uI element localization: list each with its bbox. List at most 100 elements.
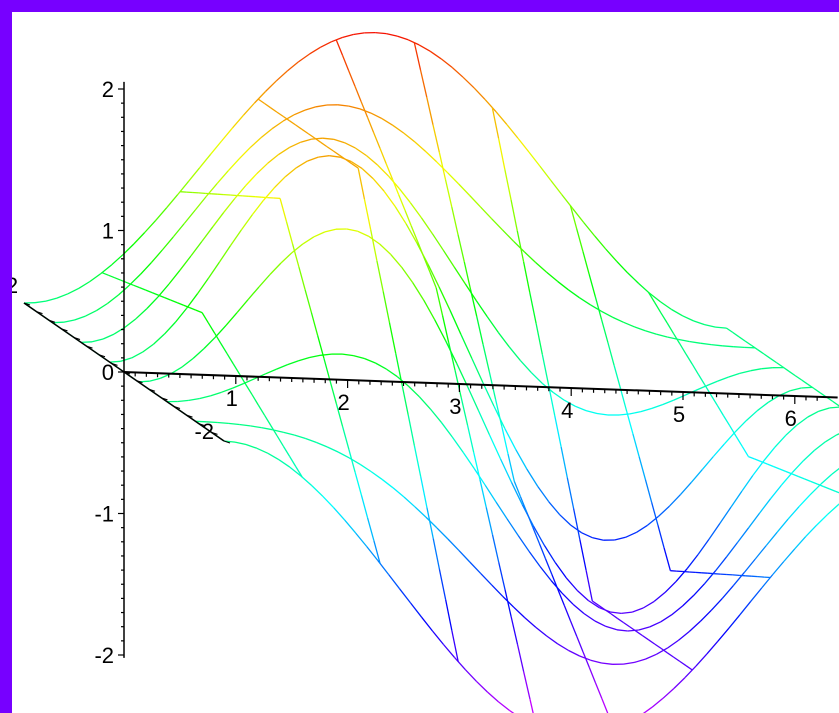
- wireframe-segment: [751, 344, 759, 351]
- wireframe-segment: [621, 611, 633, 615]
- wireframe-segment: [660, 647, 668, 654]
- wireframe-segment: [337, 104, 349, 107]
- wireframe-segment: [730, 490, 743, 508]
- wireframe-segment: [284, 167, 297, 178]
- wireframe-segment: [275, 70, 288, 82]
- wireframe-segment: [429, 408, 442, 423]
- wireframe-segment: [818, 407, 830, 412]
- wireframe-segment: [623, 622, 631, 628]
- wireframe-segment: [605, 625, 618, 631]
- wireframe-segment: [774, 434, 787, 448]
- wireframe-segment: [772, 561, 785, 575]
- wireframe-segment: [168, 269, 181, 285]
- wireframe-segment: [264, 102, 272, 109]
- wireframe-segment: [563, 399, 576, 407]
- wireframe-segment: [719, 506, 732, 524]
- wireframe-segment: [783, 548, 796, 562]
- wireframe-segment: [695, 653, 708, 667]
- wireframe-segment: [715, 556, 728, 572]
- wireframe-segment: [604, 609, 612, 615]
- wireframe-segment: [341, 54, 350, 71]
- wireframe-segment: [482, 344, 490, 372]
- wireframe-segment: [756, 401, 769, 412]
- y-minor-tick: [211, 431, 218, 435]
- wireframe-segment: [504, 169, 512, 201]
- wireframe-segment: [704, 323, 716, 328]
- wireframe-segment: [249, 137, 262, 149]
- wireframe-segment: [504, 589, 512, 618]
- wireframe-segment: [262, 187, 275, 201]
- wireframe-segment: [504, 428, 517, 450]
- wireframe-segment: [109, 360, 121, 363]
- wireframe-segment: [769, 357, 777, 364]
- y-minor-tick: [73, 336, 81, 341]
- wireframe-segment: [74, 315, 86, 321]
- wireframe-segment: [831, 467, 839, 475]
- wireframe-segment: [149, 377, 161, 382]
- wireframe-segment: [582, 651, 590, 668]
- wireframe-segment: [491, 218, 504, 231]
- wireframe-segment: [114, 277, 122, 281]
- wireframe-segment: [466, 424, 475, 453]
- wireframe-segment: [270, 107, 278, 113]
- wireframe-segment: [576, 636, 584, 653]
- wireframe-segment: [146, 296, 159, 309]
- wireframe-segment: [451, 630, 459, 662]
- wireframe-segment: [426, 507, 434, 539]
- wireframe-segment: [434, 319, 447, 342]
- wireframe-segment: [484, 484, 497, 503]
- wireframe-segment: [754, 545, 767, 560]
- wireframe-segment: [357, 167, 366, 200]
- y-minor-tick: [136, 380, 143, 384]
- wireframe-segment: [510, 482, 523, 506]
- wireframe-segment: [458, 549, 471, 563]
- wireframe-segment: [429, 272, 437, 289]
- wireframe-segment: [601, 698, 609, 713]
- wireframe-segment: [144, 219, 157, 233]
- wireframe-segment: [497, 138, 506, 170]
- wireframe-segment: [653, 591, 666, 602]
- wireframe-segment: [318, 155, 330, 158]
- wireframe-segment: [636, 524, 648, 533]
- wireframe-segment: [176, 301, 184, 306]
- wireframe-segment: [102, 333, 115, 340]
- wireframe-segment: [697, 538, 710, 555]
- wireframe-segment: [473, 87, 486, 100]
- z-tick-label: 2: [102, 77, 114, 102]
- wireframe-segment: [230, 194, 237, 197]
- wireframe-segment: [543, 545, 556, 564]
- wireframe-segment: [34, 300, 47, 304]
- wireframe-segment: [491, 534, 500, 563]
- wireframe-segment: [236, 299, 249, 314]
- wireframe-segment: [451, 436, 464, 453]
- wireframe-segment: [600, 319, 609, 343]
- wireframe-segment: [320, 141, 328, 148]
- wireframe-segment: [89, 273, 102, 283]
- wireframe-segment: [672, 332, 681, 344]
- wireframe-segment: [745, 410, 758, 422]
- wireframe-segment: [353, 354, 365, 360]
- wireframe-segment: [616, 629, 628, 632]
- wireframe-segment: [469, 561, 482, 575]
- wireframe-segment: [557, 643, 569, 652]
- wireframe-segment: [289, 466, 302, 477]
- wireframe-segment: [601, 310, 613, 318]
- wireframe-segment: [471, 358, 484, 383]
- wireframe-segment: [414, 141, 427, 153]
- wireframe-segment: [256, 162, 269, 175]
- wireframe-segment: [497, 331, 510, 348]
- wireframe-segment: [515, 449, 528, 470]
- wireframe-segment: [335, 39, 344, 56]
- wireframe-segment: [647, 291, 656, 303]
- wireframe-segment: [100, 264, 113, 275]
- wireframe-segment: [438, 152, 447, 180]
- wireframe-segment: [139, 286, 147, 291]
- wireframe-segment: [155, 207, 168, 221]
- wireframe-segment: [761, 574, 774, 589]
- wireframe-segment: [440, 421, 453, 438]
- wireframe-segment: [329, 380, 338, 404]
- wireframe-segment: [120, 357, 132, 362]
- wireframe-segment: [441, 315, 450, 343]
- wireframe-segment: [427, 264, 440, 288]
- wireframe-segment: [232, 114, 244, 129]
